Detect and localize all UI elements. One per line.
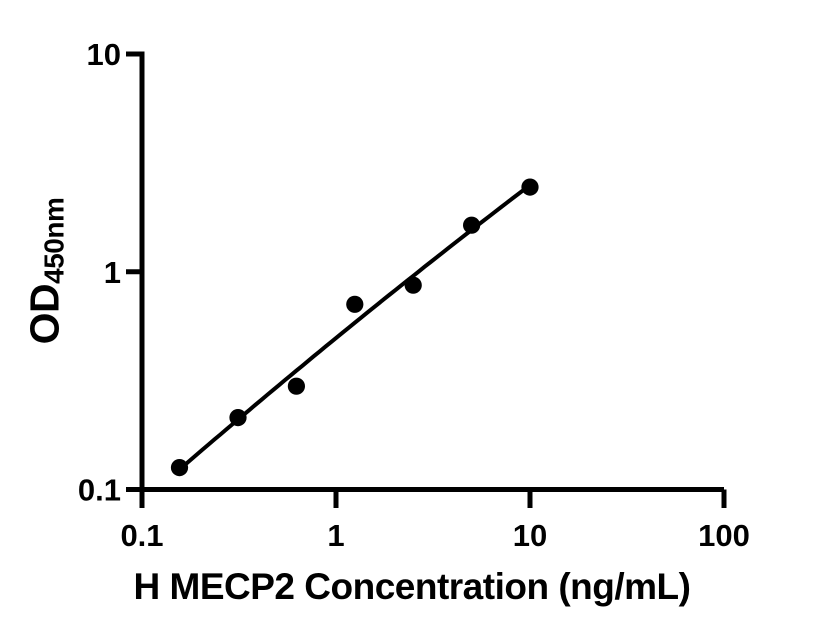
- data-point: [521, 178, 539, 196]
- y-tick-label: 1: [104, 255, 121, 290]
- x-axis-title: H MECP2 Concentration (ng/mL): [133, 566, 691, 607]
- y-axis-title-main: OD: [21, 283, 68, 345]
- x-tick-label: 10: [513, 518, 547, 553]
- x-tick-label: 0.1: [120, 518, 163, 553]
- data-point: [229, 409, 247, 427]
- data-point: [463, 216, 481, 234]
- y-axis-title-text: OD450nm: [22, 198, 71, 345]
- y-tick-label: 10: [87, 37, 121, 72]
- data-point: [404, 276, 422, 294]
- x-tick-label: 100: [698, 518, 750, 553]
- data-point: [346, 295, 364, 313]
- data-point: [287, 377, 305, 395]
- x-tick-label: 1: [327, 518, 344, 553]
- y-axis-title-subscript: 450nm: [38, 197, 70, 284]
- y-tick-label: 0.1: [78, 473, 121, 508]
- data-point: [170, 459, 189, 477]
